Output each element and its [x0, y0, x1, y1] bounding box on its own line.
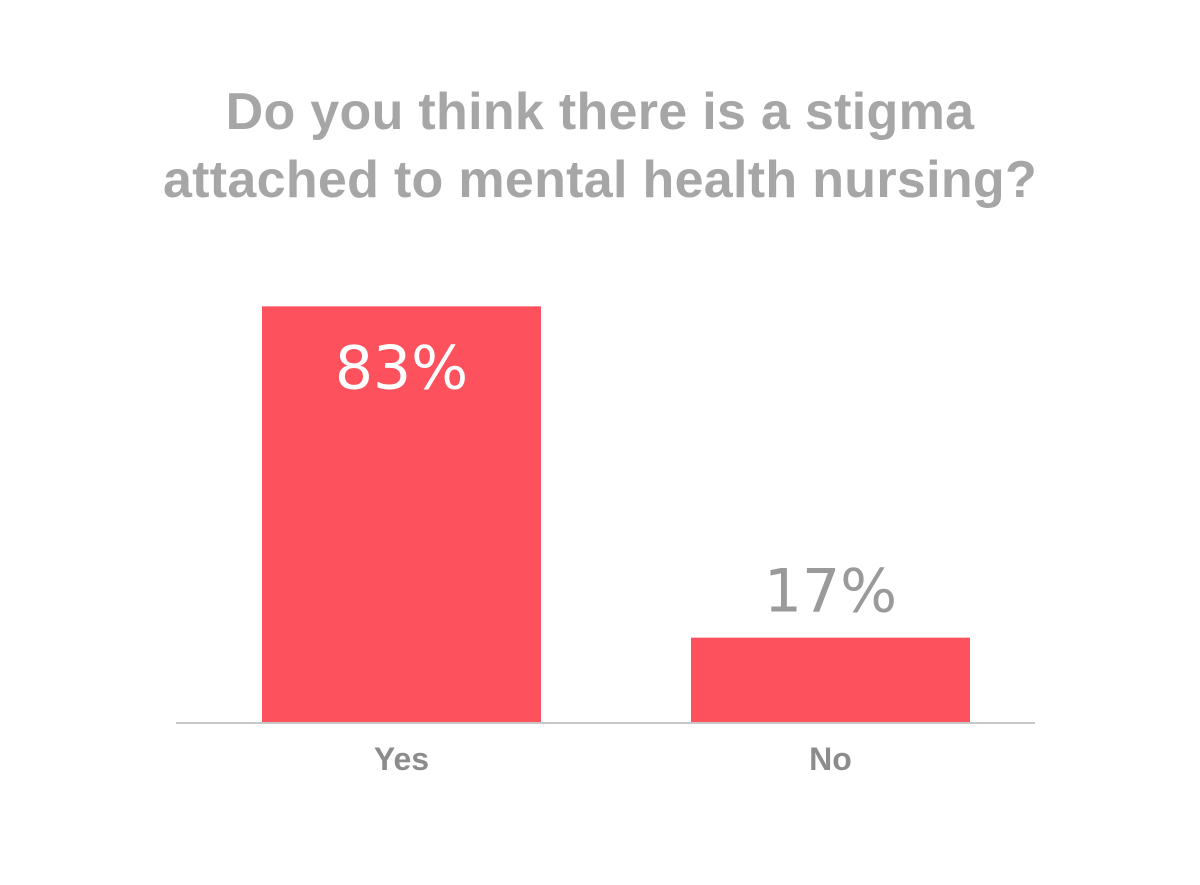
value-label-no: 17%: [764, 557, 897, 627]
chart-title-line-1: Do you think there is a stigma: [225, 83, 975, 141]
labels-layer: 83% Yes 17% No: [335, 333, 897, 777]
bars-layer: [262, 306, 970, 723]
value-label-yes: 83%: [335, 333, 468, 403]
bar-no: [691, 637, 970, 723]
category-label-no: No: [809, 741, 852, 777]
bar-yes: [262, 306, 541, 723]
chart-title: Do you think there is a stigma attached …: [0, 78, 1200, 214]
category-label-yes: Yes: [374, 741, 429, 777]
chart-title-line-2: attached to mental health nursing?: [162, 151, 1038, 209]
